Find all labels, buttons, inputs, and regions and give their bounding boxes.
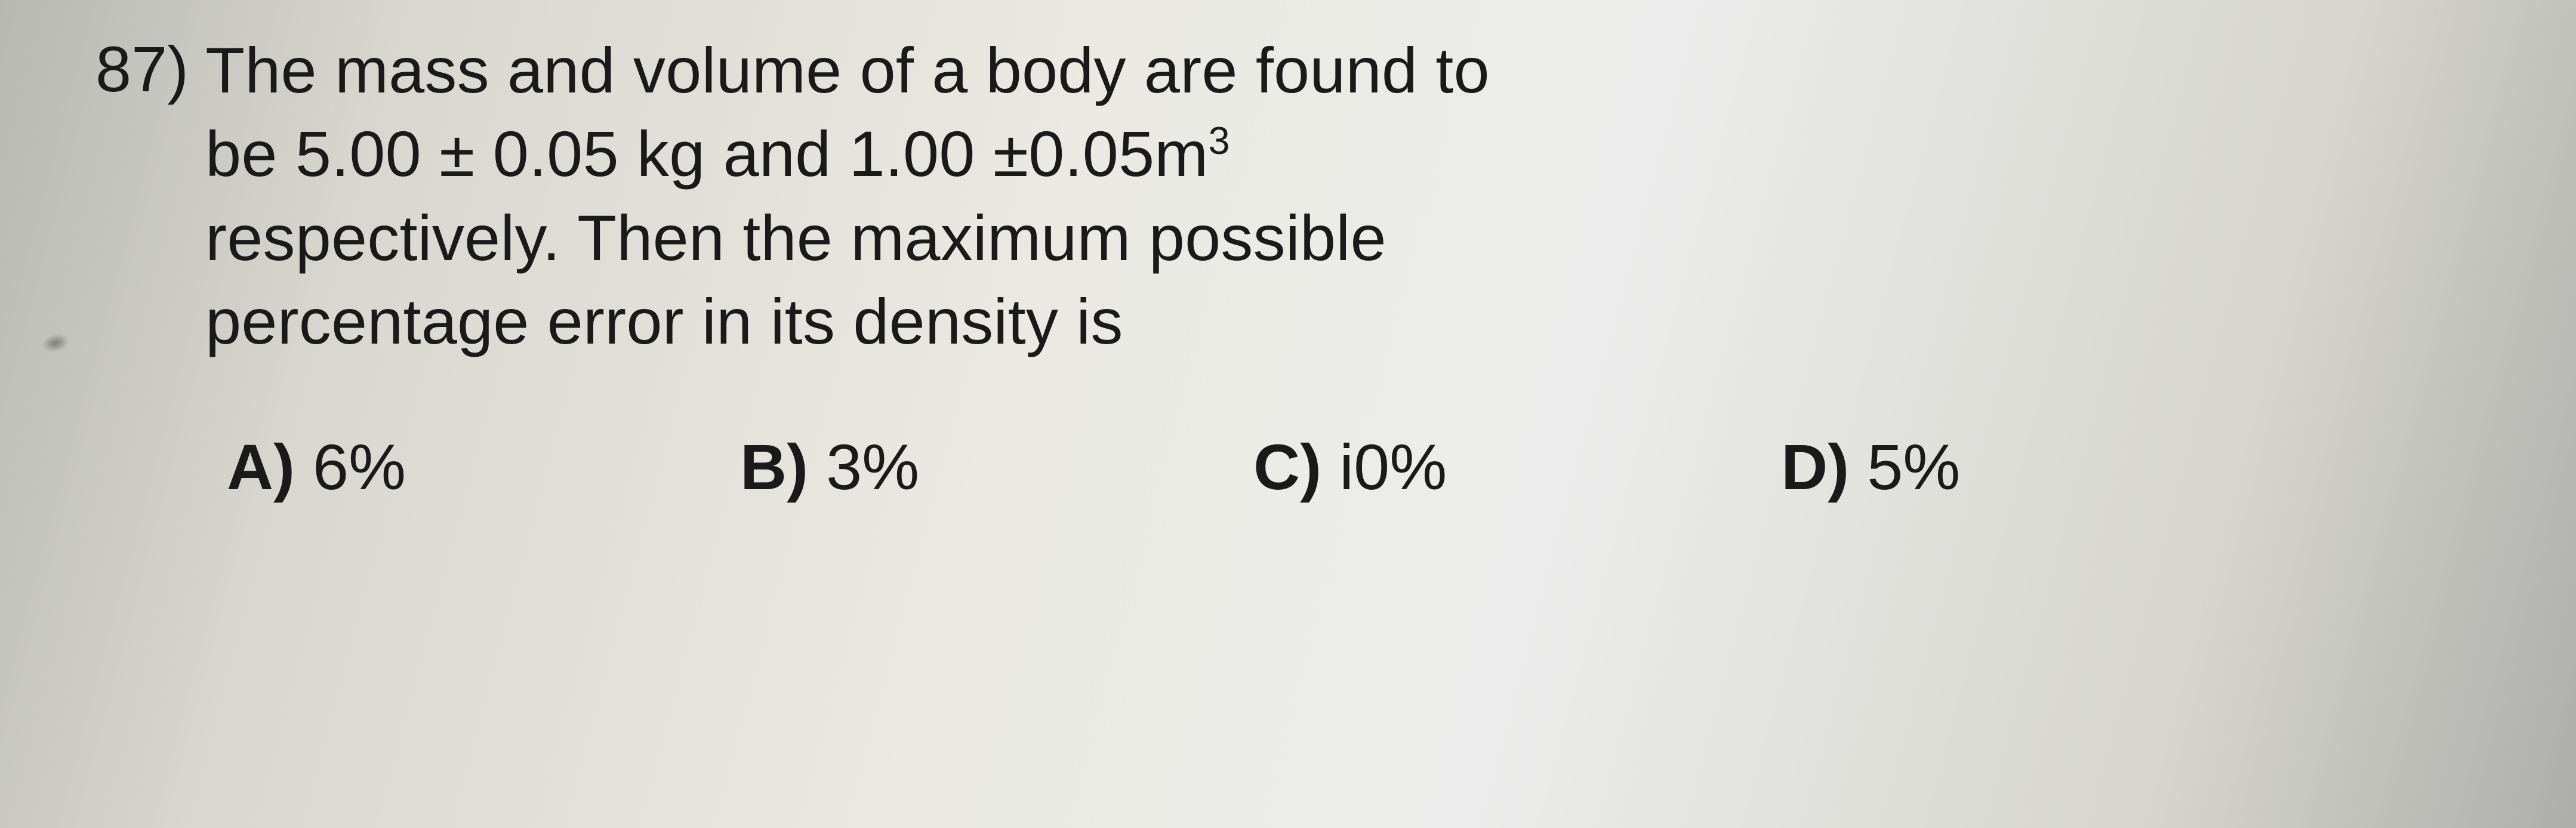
option-a[interactable]: A) 6% xyxy=(227,430,406,504)
option-d[interactable]: D) 5% xyxy=(1781,430,1960,504)
option-b-letter: B) xyxy=(740,431,808,503)
option-d-letter: D) xyxy=(1781,431,1849,503)
question-line-2-sup: 3 xyxy=(1208,119,1230,162)
option-d-value: 5% xyxy=(1867,431,1960,503)
option-a-value: 6% xyxy=(313,431,406,503)
option-c-value: i0% xyxy=(1339,431,1447,503)
question-line-2-pre: be 5.00 ± 0.05 kg and 1.00 ±0.05m xyxy=(205,118,1208,190)
question-line-1: The mass and volume of a body are found … xyxy=(205,34,1490,106)
page: 87) The mass and volume of a body are fo… xyxy=(0,0,2576,552)
question-line-4: percentage error in its density is xyxy=(205,285,1123,357)
option-c-letter: C) xyxy=(1253,431,1321,503)
question-block: 87) The mass and volume of a body are fo… xyxy=(95,29,2504,364)
question-number: 87) xyxy=(95,29,189,109)
option-c[interactable]: C) i0% xyxy=(1253,430,1447,504)
question-line-3: respectively. Then the maximum possible xyxy=(205,202,1386,274)
option-b[interactable]: B) 3% xyxy=(740,430,919,504)
option-a-letter: A) xyxy=(227,431,295,503)
options-row: A) 6% B) 3% C) i0% D) 5% xyxy=(227,430,2504,504)
option-b-value: 3% xyxy=(826,431,919,503)
question-text: The mass and volume of a body are found … xyxy=(205,29,1490,364)
